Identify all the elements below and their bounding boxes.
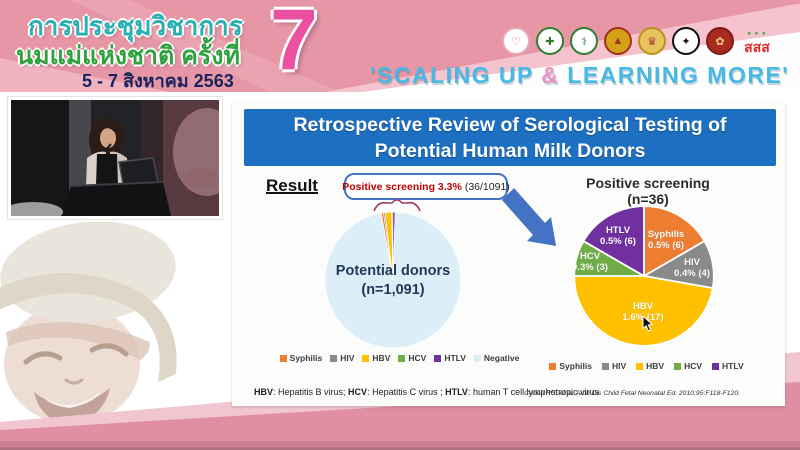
mother-child-foundation-logo-icon: ♡ — [502, 27, 530, 55]
royal-award-emblem-icon: ♛ — [638, 27, 666, 55]
callout-brace-icon — [373, 199, 421, 212]
abbreviation-footnote: HBV: Hepatitis B virus; HCV: Hepatitis C… — [254, 387, 600, 397]
potential-donors-pie-chart — [324, 211, 462, 349]
legend-item-syphilis: Syphilis — [279, 353, 322, 363]
blue-arrow-icon — [502, 188, 556, 246]
header-background — [0, 0, 800, 92]
tagline-open: 'SCALING UP — [370, 62, 542, 88]
tagline-close: LEARNING MORE' — [559, 62, 790, 88]
conference-title-line2: นมแม่แห่งชาติ ครั้งที่ — [16, 42, 240, 70]
conference-date: 5 - 7 สิงหาคม 2563 — [82, 71, 234, 91]
positive-screening-chart-title: Positive screening (n=36) — [586, 175, 710, 207]
legend-item-htlv: HTLV — [434, 353, 466, 363]
pie-label-hcv: HCV 0.3% (3) — [572, 251, 608, 273]
legend-swatch-htlv — [434, 354, 442, 362]
conference-tagline: 'SCALING UP & LEARNING MORE' — [370, 62, 789, 89]
legend-item-hcv: HCV — [674, 361, 702, 371]
left-chart-legend: Syphilis HIV HBV HCV HTLV Negative — [272, 353, 527, 363]
legend-item-hbv: HBV — [636, 361, 664, 371]
result-heading: Result — [266, 176, 318, 195]
slide-title-line1: Retrospective Review of Serological Test… — [293, 113, 727, 136]
positive-screening-callout: Positive screening 3.3% (36/1091) — [342, 173, 510, 200]
thai-health-sss-logo: ● ● ● สสส — [740, 26, 774, 56]
legend-item-hbv: HBV — [362, 353, 390, 363]
potential-donors-label-line1: Potential donors — [335, 263, 451, 279]
legend-item-hcv: HCV — [398, 353, 426, 363]
sponsor-logo-row: ♡ ✚ ⚕ ▲ ♛ ✦ ✿ ● ● ● สสส — [502, 26, 774, 56]
legend-swatch-htlv — [712, 362, 720, 370]
conference-title-line1: การประชุมวิชาการ — [28, 11, 243, 41]
citation-reference: Cohen RS, et al. Arch Dis Child Fetal Ne… — [524, 390, 740, 397]
legend-swatch-hcv — [398, 354, 406, 362]
legend-swatch-syphilis — [549, 362, 557, 370]
conference-header-banner: การประชุมวิชาการ นมแม่แห่งชาติ ครั้งที่ … — [0, 0, 800, 92]
legend-swatch-negative — [473, 354, 481, 362]
medical-association-logo-icon: ✦ — [672, 27, 700, 55]
royal-college-emblem-icon: ▲ — [604, 27, 632, 55]
slide-title-line2: Potential Human Milk Donors — [374, 139, 646, 162]
right-chart-legend: Syphilis HIV HBV HCV HTLV — [544, 361, 749, 371]
slide-title-banner: Retrospective Review of Serological Test… — [244, 109, 776, 166]
legend-item-hiv: HIV — [330, 353, 354, 363]
mouse-cursor-icon — [642, 316, 654, 332]
baby-background-photo — [0, 222, 177, 424]
pie-label-hiv: HIV 0.4% (4) — [674, 257, 710, 279]
potential-donors-label-line2: (n=1,091) — [361, 282, 425, 298]
presenter-video-content — [3, 100, 241, 222]
tagline-ampersand: & — [541, 62, 560, 88]
legend-item-negative: Negative — [473, 353, 519, 363]
sss-logo-figures-icon: ● ● ● — [747, 31, 767, 37]
pie-label-syphilis: Syphilis 0.5% (6) — [647, 229, 685, 251]
sss-logo-text: สสส — [744, 39, 770, 55]
green-health-org-logo-icon: ✚ — [536, 27, 564, 55]
legend-swatch-syphilis — [279, 354, 287, 362]
legend-swatch-hbv — [362, 354, 370, 362]
edition-number: 7 — [270, 0, 318, 88]
legend-swatch-hiv — [601, 362, 609, 370]
red-society-emblem-icon: ✿ — [706, 27, 734, 55]
green-health-org2-logo-icon: ⚕ — [570, 27, 598, 55]
positive-screening-pie-chart — [573, 205, 715, 347]
legend-swatch-hiv — [330, 354, 338, 362]
legend-item-hiv: HIV — [601, 361, 626, 371]
potential-donors-label: Potential donors (n=1,091) — [308, 262, 478, 300]
pie-label-htlv: HTLV 0.5% (6) — [600, 225, 636, 247]
presentation-slide: Retrospective Review of Serological Test… — [232, 103, 785, 406]
callout-highlight-text: Positive screening 3.3% — [342, 180, 462, 193]
legend-swatch-hbv — [636, 362, 644, 370]
callout-detail-text: (36/1091) — [464, 180, 510, 193]
legend-item-syphilis: Syphilis — [549, 361, 592, 371]
legend-item-htlv: HTLV — [712, 361, 744, 371]
legend-swatch-hcv — [674, 362, 682, 370]
presenter-video-frame — [3, 97, 241, 222]
